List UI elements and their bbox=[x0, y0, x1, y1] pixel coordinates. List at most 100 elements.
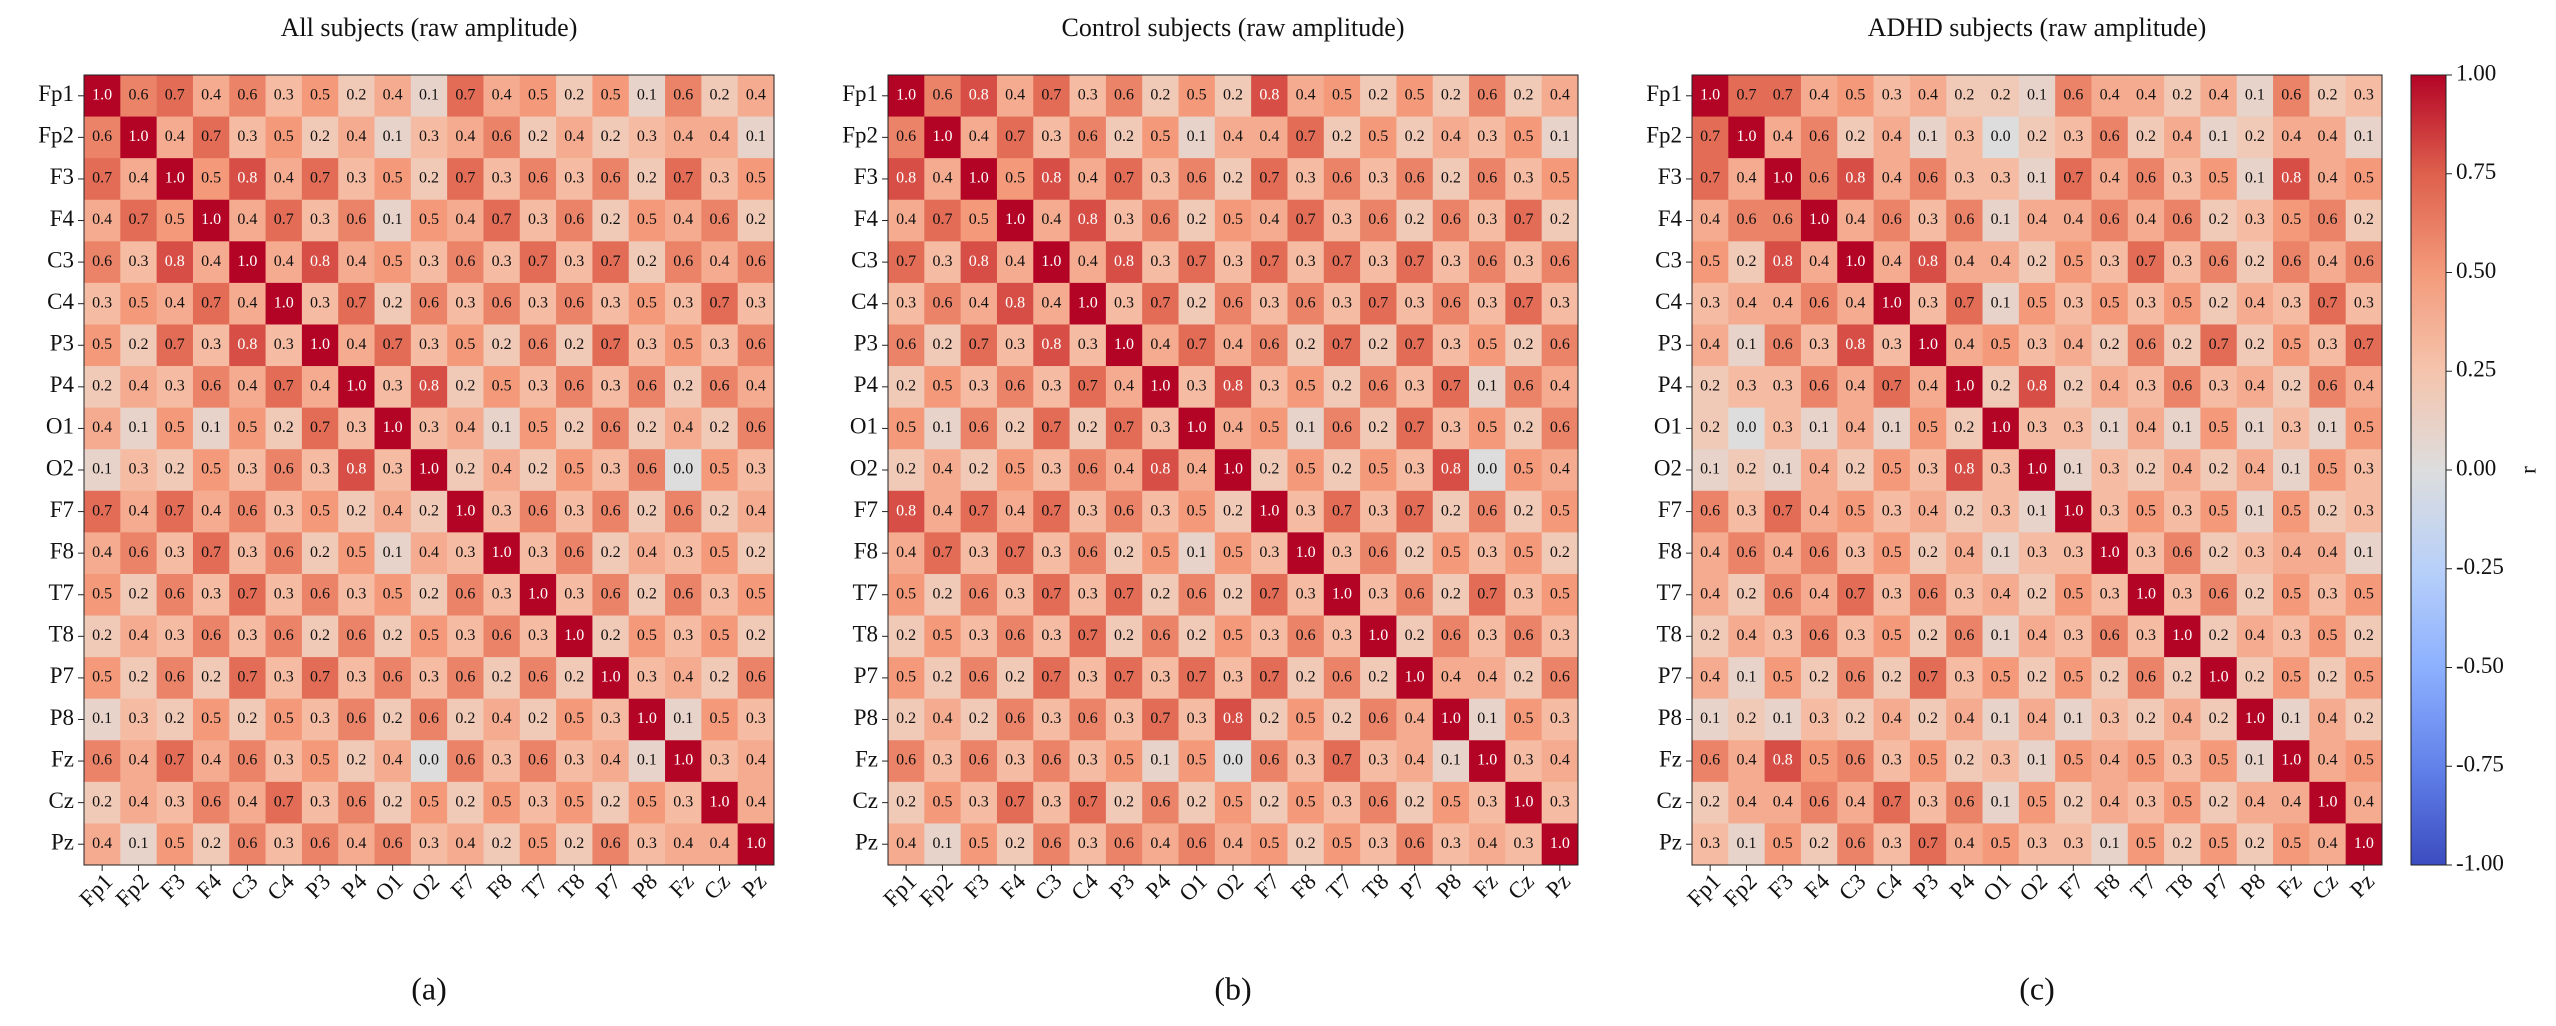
cell bbox=[1396, 407, 1434, 450]
cell-label: 0.5 bbox=[2063, 585, 2083, 602]
cell-label: 0.2 bbox=[1550, 211, 1570, 228]
cell bbox=[410, 698, 448, 741]
cell bbox=[996, 324, 1034, 367]
cell-label: 0.2 bbox=[455, 378, 475, 395]
cell bbox=[737, 407, 775, 450]
cell-label: 0.2 bbox=[1114, 128, 1134, 145]
cell bbox=[483, 740, 521, 783]
cell bbox=[1033, 823, 1071, 866]
cell bbox=[1982, 781, 2020, 824]
cell bbox=[1800, 282, 1838, 325]
cell bbox=[338, 490, 376, 533]
cell-label: 0.6 bbox=[564, 544, 584, 561]
cell-label: 0.4 bbox=[92, 419, 112, 436]
cell-label: 0.4 bbox=[932, 170, 952, 187]
cell-label: 0.7 bbox=[1773, 502, 1793, 519]
cell-label: 0.8 bbox=[1441, 461, 1461, 478]
cell-label: 0.1 bbox=[1150, 752, 1170, 769]
cell-label: 0.7 bbox=[455, 86, 475, 103]
cell bbox=[592, 657, 630, 700]
cell bbox=[1323, 698, 1361, 741]
cell bbox=[301, 490, 339, 533]
cell-label: 0.7 bbox=[1296, 128, 1316, 145]
cell-label: 0.5 bbox=[746, 585, 766, 602]
cell bbox=[120, 740, 158, 783]
cell bbox=[1982, 407, 2020, 450]
cell-label: 0.4 bbox=[1041, 294, 1061, 311]
cell bbox=[737, 615, 775, 658]
cell-label: 0.7 bbox=[1005, 793, 1025, 810]
cell bbox=[996, 366, 1034, 409]
cell-label: 0.5 bbox=[601, 86, 621, 103]
cell bbox=[1982, 199, 2020, 242]
cell-label: 0.7 bbox=[1918, 669, 1938, 686]
cell bbox=[156, 740, 194, 783]
cell-label: 0.4 bbox=[1991, 253, 2011, 270]
cell bbox=[84, 324, 121, 367]
cell bbox=[1873, 823, 1911, 866]
cell-label: 0.3 bbox=[673, 294, 693, 311]
cell-label: 0.3 bbox=[492, 502, 512, 519]
cell bbox=[447, 698, 484, 741]
cell bbox=[556, 657, 593, 700]
cell bbox=[374, 781, 412, 824]
cell-label: 0.4 bbox=[710, 128, 730, 145]
cell bbox=[519, 158, 557, 201]
cell bbox=[1323, 615, 1361, 658]
cell bbox=[338, 740, 376, 783]
cell-label: 0.7 bbox=[346, 294, 366, 311]
cell-label: 0.2 bbox=[2063, 378, 2083, 395]
cell bbox=[2127, 781, 2165, 824]
cell bbox=[265, 158, 303, 201]
cell-label: 1.0 bbox=[1041, 253, 1061, 270]
cell-label: 0.2 bbox=[601, 128, 621, 145]
cell-label: 0.6 bbox=[1954, 793, 1974, 810]
cell-label: 0.6 bbox=[455, 585, 475, 602]
cell-label: 0.6 bbox=[274, 461, 294, 478]
cell bbox=[156, 116, 194, 159]
cell-label: 0.7 bbox=[165, 86, 185, 103]
cell-label: 0.6 bbox=[1809, 128, 1829, 145]
cell bbox=[1909, 407, 1947, 450]
cell-label: 0.1 bbox=[2063, 710, 2083, 727]
cell-label: 0.8 bbox=[969, 253, 989, 270]
cell bbox=[84, 116, 121, 159]
cell-label: 1.0 bbox=[1332, 585, 1352, 602]
cell bbox=[2164, 490, 2201, 533]
cell-label: 0.3 bbox=[1845, 544, 1865, 561]
cell-label: 0.5 bbox=[564, 461, 584, 478]
cell-label: 0.6 bbox=[1150, 211, 1170, 228]
cell-label: 0.6 bbox=[165, 585, 185, 602]
cell bbox=[1505, 75, 1543, 118]
cell bbox=[1541, 657, 1579, 700]
cell bbox=[374, 740, 412, 783]
cell bbox=[628, 532, 666, 575]
cell-label: 0.3 bbox=[637, 835, 657, 852]
cell-label: 0.3 bbox=[1368, 585, 1388, 602]
cell bbox=[701, 116, 739, 159]
cell bbox=[1946, 282, 1984, 325]
cell-label: 0.4 bbox=[237, 378, 257, 395]
cell bbox=[2345, 407, 2383, 450]
cell bbox=[447, 490, 484, 533]
cell-label: 0.5 bbox=[274, 710, 294, 727]
cell bbox=[1432, 158, 1470, 201]
x-tick-label: Fz bbox=[1469, 869, 1503, 903]
cell bbox=[2018, 282, 2056, 325]
cell bbox=[1800, 740, 1838, 783]
cell-label: 0.3 bbox=[1954, 585, 1974, 602]
cell bbox=[1764, 241, 1802, 284]
cell-label: 0.4 bbox=[310, 378, 330, 395]
cell-label: 0.3 bbox=[1368, 835, 1388, 852]
cell bbox=[1142, 490, 1180, 533]
cell bbox=[1946, 199, 1984, 242]
cell-label: 0.3 bbox=[1441, 419, 1461, 436]
cell bbox=[1946, 116, 1984, 159]
cell-label: 0.5 bbox=[92, 336, 112, 353]
cell-label: 0.2 bbox=[1259, 461, 1279, 478]
cell bbox=[1360, 324, 1397, 367]
cell-label: 0.5 bbox=[1332, 86, 1352, 103]
cell bbox=[120, 75, 158, 118]
cell bbox=[888, 573, 925, 617]
cell-label: 0.1 bbox=[419, 86, 439, 103]
